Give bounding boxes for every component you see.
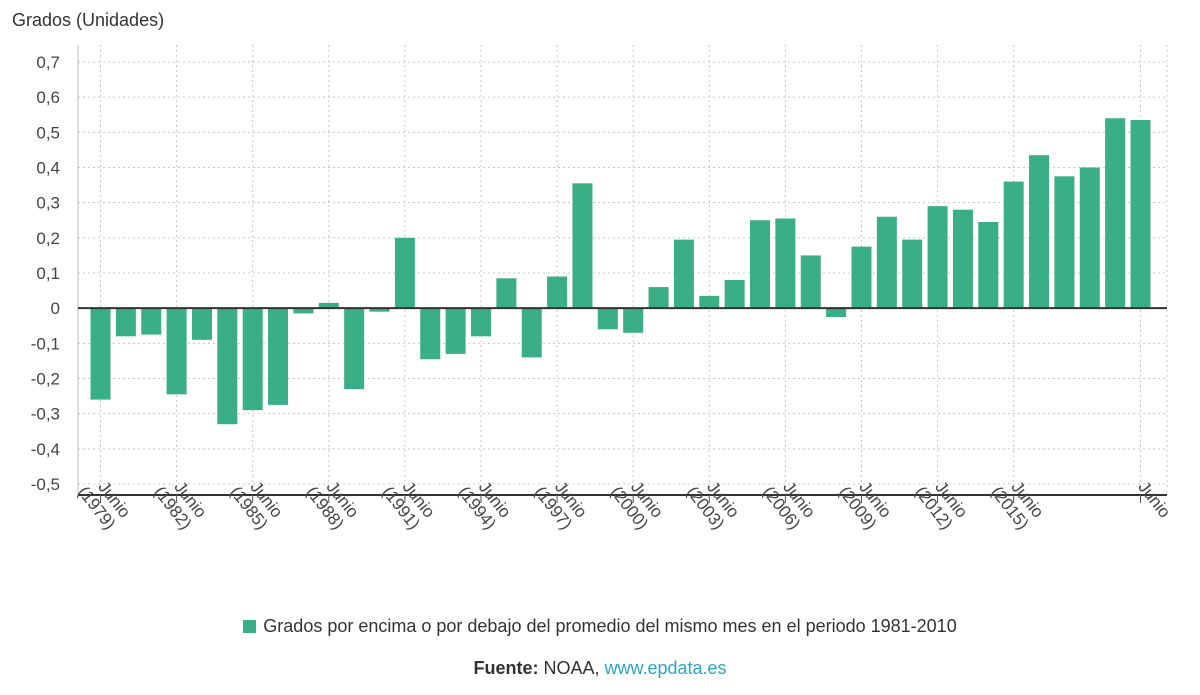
source-text: NOAA, (538, 658, 605, 678)
bar (90, 308, 111, 400)
bar (1079, 167, 1100, 309)
bar (851, 246, 872, 309)
x-tick-label: Junio(1997) (531, 471, 591, 533)
source-link[interactable]: www.epdata.es (604, 658, 727, 678)
source-label: Fuente: (473, 658, 539, 678)
x-tick-label: Junio(2015) (987, 471, 1047, 533)
bar (115, 308, 136, 337)
bar (268, 308, 289, 405)
bar (141, 308, 162, 335)
bar (521, 308, 542, 358)
x-tick-label: Junio(1979) (74, 471, 134, 533)
x-tick-label: Junio(1994) (455, 471, 515, 533)
bar (724, 280, 745, 309)
source-line: Fuente: NOAA, www.epdata.es (0, 658, 1200, 679)
bar (952, 209, 973, 309)
x-tick-label: Junio(2000) (607, 471, 667, 533)
y-tick-label: 0,1 (36, 264, 60, 283)
x-tick-label: Junio(2006) (759, 471, 819, 533)
bar (1029, 155, 1050, 309)
bar (800, 255, 821, 309)
y-tick-label: 0,3 (36, 194, 60, 213)
bar (242, 308, 263, 411)
bar (699, 295, 720, 309)
bar (1054, 176, 1075, 309)
x-tick-label: Junio(2012) (911, 471, 971, 533)
bar (775, 218, 796, 309)
x-tick-label: Junio(1991) (379, 471, 439, 533)
x-tick-label: Junio(1982) (150, 471, 210, 533)
y-tick-label: -0,3 (31, 405, 60, 424)
bar (927, 206, 948, 309)
bar (445, 308, 466, 354)
y-axis-title: Grados (Unidades) (12, 10, 164, 30)
y-tick-label: -0,2 (31, 370, 60, 389)
bar (1003, 181, 1024, 309)
bar (1130, 120, 1151, 309)
y-tick-label: 0 (51, 299, 60, 318)
x-tick-label: Junio(1985) (226, 471, 286, 533)
bar (318, 302, 339, 309)
y-tick-label: -0,4 (31, 440, 60, 459)
chart-area: 0,7 0,6 0,5 0,4 0,3 0,2 0,1 0 -0,1 -0,2 -0,3 -0,4 -0… (12, 10, 1174, 533)
bar (750, 220, 771, 309)
x-tick-label: Junio(2003) (683, 471, 743, 533)
y-tick-label: 0,2 (36, 229, 60, 248)
bar (648, 287, 669, 309)
bar (394, 237, 415, 309)
bar (978, 222, 999, 309)
bar (344, 308, 365, 390)
bar (217, 308, 238, 425)
bar (166, 308, 187, 395)
x-tick-label: Junio(1988) (302, 471, 362, 533)
x-tick-label: Junio(2009) (835, 471, 895, 533)
bar (547, 276, 568, 309)
bar (876, 216, 897, 309)
bar (420, 308, 441, 360)
bar (369, 308, 390, 312)
bar (191, 308, 212, 340)
y-tick-label: 0,5 (36, 123, 60, 142)
bar (902, 239, 923, 309)
y-tick-label: 0,7 (36, 53, 60, 72)
bar (597, 308, 618, 330)
bar (673, 239, 694, 309)
y-tick-label: -0,1 (31, 334, 60, 353)
y-tick-label: 0,6 (36, 88, 60, 107)
bar (470, 308, 491, 337)
y-tick-label: 0,4 (36, 159, 60, 178)
legend-swatch (243, 620, 257, 633)
bar (572, 183, 593, 309)
legend: Grados por encima o por debajo del prome… (0, 616, 1200, 637)
bar (496, 278, 517, 309)
y-tick-label: -0,5 (31, 475, 60, 494)
bar (623, 308, 644, 333)
bar (293, 308, 314, 314)
legend-label: Grados por encima o por debajo del prome… (263, 616, 957, 636)
bar (1105, 118, 1126, 309)
bar (826, 308, 847, 317)
